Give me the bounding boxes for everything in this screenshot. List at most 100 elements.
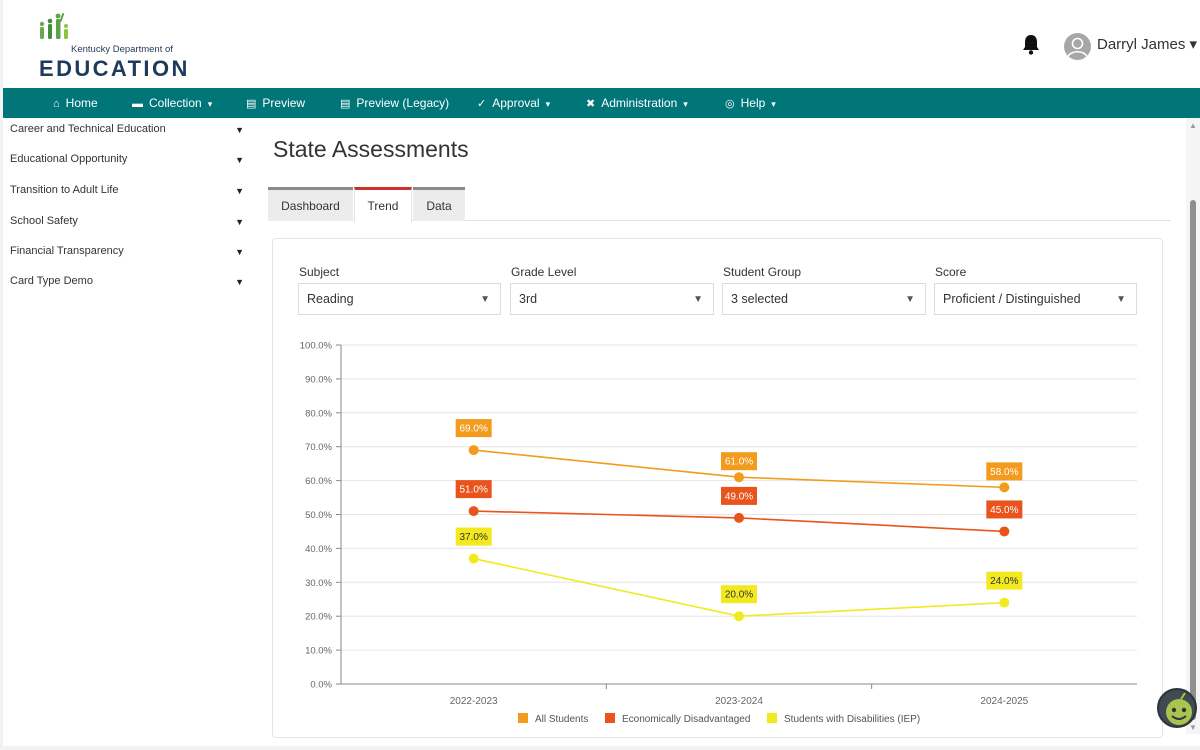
sidebar-item-label: School Safety xyxy=(10,215,78,227)
caret-down-icon: ▼ xyxy=(235,125,244,135)
nav-label: Approval xyxy=(492,96,540,110)
data-label-bg xyxy=(986,462,1023,481)
chart-icon: ▤ xyxy=(340,98,351,110)
sidebar-item-label: Transition to Adult Life xyxy=(10,184,119,196)
y-tick-label: 10.0% xyxy=(305,646,332,657)
sidebar-item-financial[interactable]: Financial Transparency ▼ xyxy=(10,245,250,265)
y-tick-label: 50.0% xyxy=(305,510,332,521)
data-point xyxy=(468,445,479,456)
grade-level-select[interactable]: 3rd ▼ xyxy=(510,283,714,315)
tab-dashboard[interactable]: Dashboard xyxy=(268,187,353,221)
main-nav: ⌂ Home ▬ Collection ▾ ▤ Preview ▤ Preview (Le… xyxy=(3,88,1200,118)
caret-down-icon: ▼ xyxy=(235,186,244,196)
data-point xyxy=(999,526,1010,537)
legend-label: Students with Disabilities (IEP) xyxy=(784,714,920,725)
nav-preview-legacy[interactable]: ▤ Preview (Legacy) xyxy=(340,88,449,118)
tab-data[interactable]: Data xyxy=(413,187,465,221)
caret-down-icon: ▼ xyxy=(235,247,244,257)
nav-label: Collection xyxy=(149,96,202,110)
dropdown-arrow-icon: ▼ xyxy=(905,294,915,305)
sidebar-item-opportunity[interactable]: Educational Opportunity ▼ xyxy=(10,153,250,173)
nav-approval[interactable]: ✓ Approval ▾ xyxy=(477,88,550,118)
data-label: 61.0% xyxy=(725,457,753,468)
logo-title: EDUCATION xyxy=(39,56,190,81)
score-label: Score xyxy=(935,265,967,279)
main-content: State Assessments Dashboard Trend Data S… xyxy=(256,118,1186,738)
kde-logo[interactable]: Kentucky Department of EDUCATION xyxy=(37,12,207,81)
sidebar-item-transition[interactable]: Transition to Adult Life ▼ xyxy=(10,184,250,204)
sidebar-item-label: Career and Technical Education xyxy=(10,123,166,135)
legend-label: Economically Disadvantaged xyxy=(622,714,750,725)
data-label-bg xyxy=(986,571,1023,590)
data-label-bg xyxy=(721,585,757,604)
folder-icon: ▬ xyxy=(132,98,143,110)
chevron-down-icon: ▾ xyxy=(683,99,688,109)
y-tick-label: 30.0% xyxy=(305,578,332,589)
chevron-down-icon: ▾ xyxy=(207,99,213,109)
tab-trend[interactable]: Trend xyxy=(354,187,412,222)
sidebar-item-label: Financial Transparency xyxy=(10,245,124,257)
scrollbar[interactable]: ▲ ▼ xyxy=(1186,118,1200,734)
trend-card: Subject Reading ▼ Grade Level 3rd ▼ Studen… xyxy=(272,238,1163,738)
student-group-label: Student Group xyxy=(723,265,802,279)
data-point xyxy=(468,506,479,517)
chevron-down-icon: ▾ xyxy=(771,99,776,109)
data-label: 69.0% xyxy=(459,424,487,435)
data-label-bg xyxy=(455,419,492,438)
home-icon: ⌂ xyxy=(53,98,60,110)
nav-preview[interactable]: ▤ Preview xyxy=(246,88,305,118)
y-tick-label: 70.0% xyxy=(305,442,332,453)
x-tick-label: 2022-2023 xyxy=(450,696,498,707)
score-select[interactable]: Proficient / Distinguished ▼ xyxy=(934,283,1137,315)
data-label-bg xyxy=(455,527,492,546)
user-menu[interactable]: Darryl James ▾ xyxy=(1097,36,1198,53)
select-value: 3 selected xyxy=(731,292,788,306)
assistant-face-icon xyxy=(1166,692,1192,725)
y-tick-label: 20.0% xyxy=(305,612,332,623)
data-label: 49.0% xyxy=(725,491,753,502)
sidebar: Career and Technical Education ▼ Educatio… xyxy=(3,118,256,734)
y-tick-label: 0.0% xyxy=(310,680,332,691)
caret-down-icon: ▼ xyxy=(235,217,244,227)
nav-label: Preview xyxy=(262,96,306,110)
sidebar-item-label: Educational Opportunity xyxy=(10,153,128,165)
data-label: 58.0% xyxy=(990,467,1018,478)
y-tick-label: 90.0% xyxy=(305,374,332,385)
caret-down-icon: ▼ xyxy=(235,277,244,287)
x-tick-label: 2023-2024 xyxy=(715,696,763,707)
sidebar-item-cardtype[interactable]: Card Type Demo ▼ xyxy=(10,275,250,295)
legend-label: All Students xyxy=(535,714,588,725)
page-title: State Assessments xyxy=(273,136,469,162)
chat-assistant-button[interactable] xyxy=(1157,688,1197,728)
legend-swatch xyxy=(605,713,615,723)
nav-administration[interactable]: ✖ Administration ▾ xyxy=(586,88,688,118)
nav-label: Help xyxy=(740,96,766,110)
legend-swatch xyxy=(518,713,528,723)
data-point xyxy=(999,597,1010,608)
data-point xyxy=(734,512,744,523)
data-label-bg xyxy=(721,452,757,471)
nav-collection[interactable]: ▬ Collection ▾ xyxy=(132,88,212,118)
tools-icon: ✖ xyxy=(586,98,596,110)
nav-home[interactable]: ⌂ Home xyxy=(53,88,98,118)
trend-line-chart: 100.0% 90.0% 80.0% 70.0% 60.0% 50.0% 40.0% 30.0… xyxy=(300,341,1137,725)
data-point xyxy=(734,611,744,622)
data-label: 37.0% xyxy=(459,532,487,543)
nav-label: Preview (Legacy) xyxy=(356,96,450,110)
lifebuoy-icon: ◎ xyxy=(725,98,735,110)
user-avatar[interactable] xyxy=(1064,33,1091,60)
data-label: 45.0% xyxy=(990,505,1018,516)
nav-help[interactable]: ◎ Help ▾ xyxy=(725,88,776,118)
sidebar-item-career[interactable]: Career and Technical Education ▼ xyxy=(10,123,250,143)
data-label-bg xyxy=(721,486,757,505)
notification-bell-icon[interactable] xyxy=(1021,33,1041,55)
nav-label: Administration xyxy=(601,96,678,110)
scrollbar-thumb[interactable] xyxy=(1190,200,1196,720)
scroll-up-arrow-icon[interactable]: ▲ xyxy=(1189,121,1197,130)
subject-select[interactable]: Reading ▼ xyxy=(298,283,501,315)
sidebar-item-safety[interactable]: School Safety ▼ xyxy=(10,215,250,235)
student-group-select[interactable]: 3 selected ▼ xyxy=(722,283,926,315)
sidebar-item-label: Card Type Demo xyxy=(10,275,93,287)
check-icon: ✓ xyxy=(477,98,487,110)
scroll-down-arrow-icon[interactable]: ▼ xyxy=(1189,723,1197,732)
